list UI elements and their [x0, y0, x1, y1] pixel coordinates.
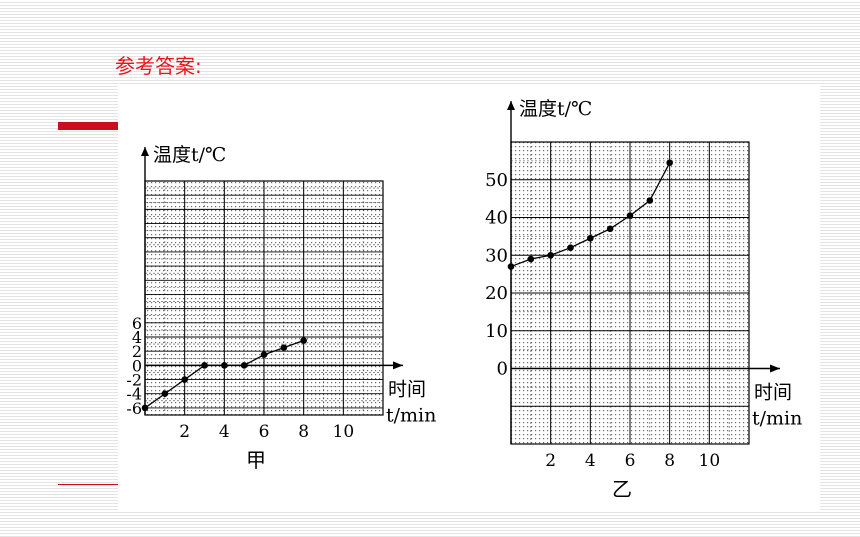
accent-bar [58, 122, 128, 130]
chart-2-data-point [547, 251, 554, 259]
chart-2-caption: 乙 [612, 477, 632, 501]
chart-1-y-tick-label: -4 [126, 385, 142, 404]
chart-1-y-axis-label: 温度t/℃ [153, 144, 226, 166]
chart-1-x-axis-label: 时间 [388, 378, 426, 400]
chart-2-data-point [527, 255, 535, 263]
chart-1-x-tick-label: 4 [219, 422, 230, 442]
chart-2-data-point [567, 244, 574, 251]
chart-2-x-tick-label: 8 [664, 451, 675, 471]
chart-2-x-axis-arrow [770, 364, 780, 373]
chart-2-y-tick-label: 0 [497, 359, 508, 380]
chart-1-x-tick-label: 8 [298, 422, 309, 442]
chart-1-data-point [201, 362, 208, 369]
chart-2-y-tick-label: 20 [485, 283, 508, 304]
chart-1-data-point [181, 376, 188, 383]
chart-2-y-tick-label: 40 [485, 208, 508, 229]
chart-2-y-tick-label: 30 [485, 245, 508, 266]
chart-1-y-tick-label: -6 [126, 399, 142, 418]
chart-1-y-tick-label: 4 [132, 328, 142, 347]
chart-1-data-point [240, 362, 248, 369]
chart-1-data-point [300, 337, 307, 344]
chart-2-y-tick-label: 50 [485, 170, 508, 191]
chart-2-y-tick-label: 10 [485, 321, 508, 342]
chart-2-x-tick-label: 4 [585, 451, 596, 471]
chart-1-data-point [221, 362, 228, 369]
answer-heading: 参考答案: [115, 54, 202, 78]
chart-2-y-axis-label: 温度t/℃ [519, 98, 592, 120]
chart-2-data-point [666, 159, 673, 167]
chart-1-x-tick-label: 2 [179, 422, 190, 442]
chart-2-data-point [606, 225, 614, 233]
chart-1-y-tick-label: 2 [132, 342, 142, 361]
chart-1-x-tick-label: 6 [259, 422, 270, 442]
chart-1-y-tick-label: 0 [132, 356, 142, 375]
chart-2-x-axis-unit-label: t/min [752, 408, 802, 430]
chart-2-data-point [587, 234, 594, 242]
figure-panel: 温度t/℃ 时间 t/min 2 4 6 8 10 6 4 2 0 -2 -4 -6 甲温度t/℃ 时间 t/mi… [118, 85, 820, 510]
chart-2-x-axis-label: 时间 [754, 382, 792, 404]
chart-1-x-tick-label: 10 [333, 422, 355, 442]
chart-2-x-tick-label: 2 [545, 451, 556, 471]
chart-1-x-axis-arrow [393, 361, 403, 370]
chart-2-data-point [507, 263, 515, 270]
chart-2-data-point [646, 197, 654, 204]
chart-1-data-point [141, 404, 149, 412]
chart-1-x-axis-unit-label: t/min [386, 404, 436, 426]
chart-2-y-axis-arrow [507, 101, 515, 110]
chart-1-data-point [280, 344, 288, 351]
chart-1-data-point [260, 351, 268, 359]
chart-1-y-tick-label: 6 [132, 314, 142, 333]
chart-2-x-tick-label: 10 [699, 451, 721, 471]
chart-1-data-point [161, 390, 169, 398]
chart-1-y-tick-label: -2 [126, 371, 142, 390]
chart-2-data-point [626, 212, 634, 219]
chart-1-y-axis-arrow [141, 147, 149, 156]
accent-line [58, 484, 128, 485]
chart-2-x-tick-label: 6 [625, 451, 636, 471]
chart-1-caption: 甲 [246, 448, 266, 472]
